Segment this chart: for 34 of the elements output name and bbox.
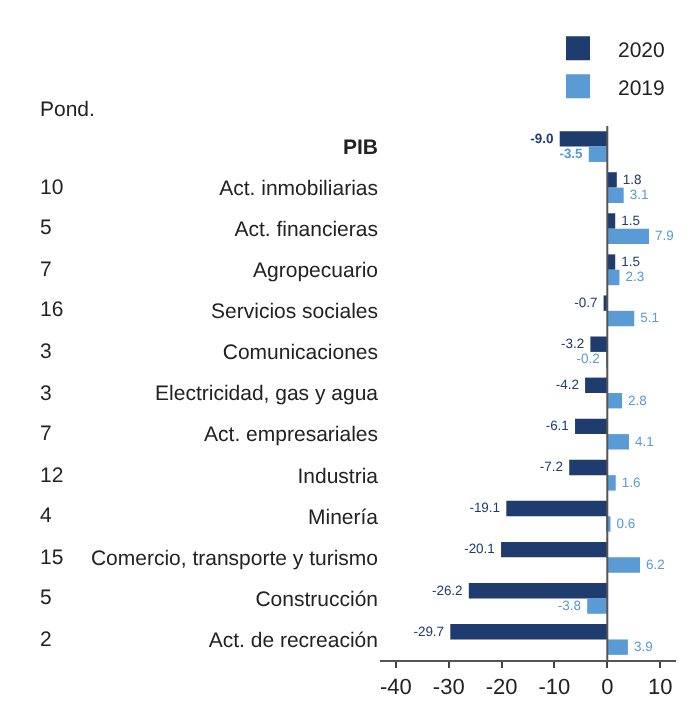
text: 3 xyxy=(40,382,52,406)
x-tick-label: 0 xyxy=(601,676,614,701)
text: 15 xyxy=(40,546,64,570)
x-tick-label: -20 xyxy=(485,676,518,701)
text: 4 xyxy=(40,504,52,528)
text: 5 xyxy=(40,586,52,610)
legend-label: 2020 xyxy=(618,38,666,63)
text: 16 xyxy=(40,298,64,322)
y-tick-label: Comercio, transporte y turismo xyxy=(90,546,379,571)
x-tick-label: 10 xyxy=(647,676,673,701)
y-tick-label: Electricidad, gas y agua xyxy=(155,382,379,407)
text: Pond. xyxy=(40,98,95,122)
y-tick-label: PIB xyxy=(342,135,379,160)
y-tick-label: Servicios sociales xyxy=(211,300,378,325)
text: 3 xyxy=(40,340,52,364)
y-tick-label: Act. financieras xyxy=(234,218,378,243)
y-tick-label: Act. de recreación xyxy=(208,628,379,653)
text: 2 xyxy=(40,628,52,652)
y-tick-label: Construcción xyxy=(255,587,379,612)
text: 5 xyxy=(40,216,52,240)
x-tick-label: -40 xyxy=(379,676,412,701)
y-tick-label: Comunicaciones xyxy=(222,341,378,366)
legend-label: 2019 xyxy=(618,76,666,101)
text: 10 xyxy=(40,176,64,200)
y-tick-label: Industria xyxy=(297,464,379,489)
y-tick-label: Act. empresariales xyxy=(204,423,378,448)
y-tick-label: Act. inmobiliarias xyxy=(219,176,378,201)
x-tick-label: -10 xyxy=(538,676,571,701)
y-tick-label: Agropecuario xyxy=(253,259,379,284)
x-tick-label: -30 xyxy=(432,676,465,701)
y-tick-label: Minería xyxy=(307,505,379,530)
text: 7 xyxy=(40,422,52,446)
text: 7 xyxy=(40,258,52,282)
text: 12 xyxy=(40,464,64,488)
